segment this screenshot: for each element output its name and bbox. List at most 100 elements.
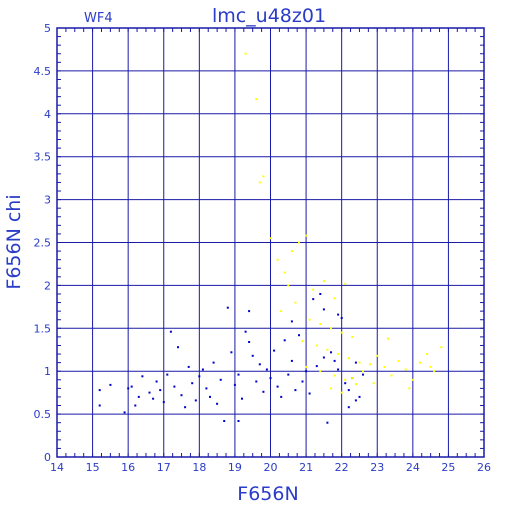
x-tick-label: 22: [335, 461, 349, 474]
data-point-series-1: [244, 330, 247, 333]
data-point-series-2: [330, 327, 332, 330]
data-point-series-2: [440, 346, 443, 349]
plot-frame: [56, 27, 485, 458]
data-point-series-2: [326, 348, 329, 351]
data-point-series-1: [123, 411, 126, 414]
data-point-series-1: [212, 361, 215, 364]
data-point-series-2: [312, 288, 315, 291]
x-tick-label: 19: [228, 461, 242, 474]
data-point-series-2: [301, 340, 304, 343]
data-point-series-2: [433, 370, 436, 373]
data-point-series-1: [283, 339, 286, 342]
x-tick-label: 21: [299, 461, 313, 474]
data-point-series-2: [369, 363, 372, 366]
data-point-series-1: [251, 354, 254, 357]
data-point-series-1: [326, 421, 329, 424]
data-point-series-2: [287, 284, 290, 287]
x-tick-label: 15: [86, 461, 100, 474]
y-tick-label: 2: [44, 279, 51, 292]
data-point-series-1: [98, 389, 101, 392]
data-point-series-2: [337, 353, 340, 355]
data-point-series-1: [237, 373, 240, 376]
data-point-series-1: [166, 373, 169, 376]
data-point-series-2: [426, 353, 429, 355]
data-point-series-2: [362, 370, 364, 373]
data-point-series-2: [258, 181, 261, 184]
data-point-series-2: [276, 258, 279, 261]
data-point-series-1: [337, 368, 340, 371]
data-point-series-1: [173, 385, 176, 388]
data-point-series-2: [390, 374, 393, 377]
data-point-series-1: [162, 401, 165, 404]
data-point-series-1: [280, 395, 283, 398]
y-tick-label: 1.5: [34, 322, 52, 335]
data-point-series-2: [283, 271, 286, 274]
data-point-series-1: [226, 306, 229, 309]
data-point-series-1: [134, 404, 137, 407]
data-point-series-1: [152, 397, 155, 400]
data-point-series-1: [340, 317, 343, 319]
data-point-series-1: [248, 310, 251, 313]
data-point-series-2: [305, 234, 308, 237]
x-tick-label: 18: [192, 461, 206, 474]
data-point-series-1: [262, 390, 265, 393]
y-tick-label: 4.5: [34, 65, 52, 78]
data-point-series-1: [148, 391, 151, 394]
data-point-series-2: [330, 387, 332, 390]
data-point-series-1: [194, 399, 197, 402]
data-point-series-2: [418, 361, 421, 364]
data-points: [98, 52, 443, 424]
data-point-series-1: [269, 377, 272, 380]
data-point-series-1: [322, 356, 325, 359]
y-axis-label: F656N chi: [3, 194, 25, 289]
data-point-series-2: [351, 335, 354, 338]
y-tick-label: 1: [44, 365, 51, 378]
data-point-series-2: [294, 301, 297, 304]
data-point-series-1: [287, 373, 290, 376]
data-point-series-1: [319, 293, 322, 295]
data-point-series-1: [255, 380, 258, 383]
data-point-series-2: [333, 374, 336, 377]
x-axis-label: F656N: [237, 483, 298, 505]
data-point-series-1: [223, 420, 226, 422]
data-point-series-2: [315, 344, 318, 347]
data-point-series-2: [397, 359, 400, 362]
data-point-series-2: [269, 237, 272, 240]
data-point-series-1: [248, 341, 251, 343]
data-point-series-1: [109, 383, 112, 386]
data-point-series-2: [255, 98, 258, 101]
data-point-series-2: [351, 377, 354, 380]
data-point-series-1: [305, 370, 308, 373]
data-point-series-2: [290, 250, 293, 253]
data-point-series-2: [344, 282, 347, 285]
x-tick-label: 16: [121, 461, 135, 474]
data-point-series-2: [372, 382, 375, 385]
data-point-series-1: [294, 389, 297, 392]
data-point-series-1: [137, 395, 140, 398]
y-tick-label: 2.5: [34, 237, 52, 250]
data-point-series-1: [290, 320, 293, 323]
data-point-series-2: [383, 365, 386, 368]
data-point-series-1: [276, 385, 279, 388]
data-point-series-2: [319, 323, 322, 325]
x-tick-label: 17: [157, 461, 171, 474]
x-tick-label: 26: [477, 461, 491, 474]
data-point-series-2: [305, 365, 308, 368]
data-point-series-1: [219, 378, 222, 381]
data-point-series-2: [319, 370, 322, 373]
x-tick-labels: 14 15 16 17 18 19 20 21 22 23 24 25 26: [50, 461, 491, 474]
data-point-series-1: [241, 397, 243, 400]
data-point-series-1: [201, 368, 204, 371]
data-point-series-2: [376, 354, 379, 357]
data-point-series-1: [337, 313, 340, 316]
data-point-series-2: [386, 337, 389, 340]
data-point-series-2: [340, 331, 343, 334]
y-tick-label: 3: [44, 194, 51, 207]
data-point-series-1: [155, 380, 158, 383]
data-point-series-1: [209, 395, 211, 398]
data-point-series-1: [301, 380, 304, 383]
data-point-series-1: [273, 349, 276, 352]
data-point-series-1: [216, 402, 219, 405]
data-point-series-1: [130, 385, 133, 388]
data-point-series-1: [258, 363, 261, 366]
